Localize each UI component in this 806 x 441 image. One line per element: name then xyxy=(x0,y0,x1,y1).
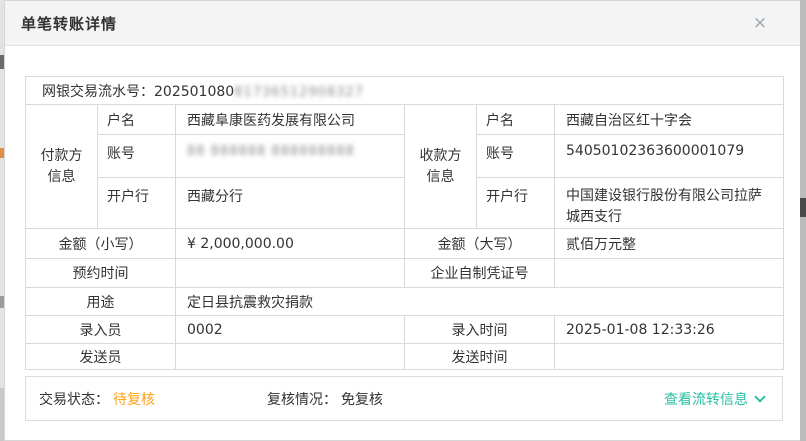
background-artifact xyxy=(0,296,4,308)
background-artifact xyxy=(0,388,4,441)
review-status-value: 免复核 xyxy=(341,391,383,408)
review-status: 复核情况： 免复核 xyxy=(267,389,383,409)
voucher-no-value xyxy=(553,258,785,288)
entry-clerk-label: 录入员 xyxy=(25,315,176,344)
transaction-status: 交易状态： 待复核 xyxy=(39,389,155,409)
payer-account-value-redacted: 88 888888 888888888 xyxy=(175,134,405,178)
amount-words-label: 金额（大写） xyxy=(404,228,555,259)
amount-figures-label: 金额（小写） xyxy=(25,228,176,259)
send-time-value xyxy=(553,343,785,370)
send-time-label: 发送时间 xyxy=(404,343,555,370)
payer-account-label: 账号 xyxy=(97,134,176,178)
payer-group-label: 付款方信息 xyxy=(25,104,98,229)
table-row: 开户行 西藏分行 开户行 中国建设银行股份有限公司拉萨城西支行 xyxy=(26,177,785,229)
entry-clerk-value: 0002 xyxy=(175,315,405,344)
payee-account-label: 账号 xyxy=(476,134,555,178)
background-artifact xyxy=(0,148,4,158)
purpose-value: 定日县抗震救灾捐款 xyxy=(174,287,785,316)
payee-bank-value: 中国建设银行股份有限公司拉萨城西支行 xyxy=(553,177,785,229)
reserve-time-value xyxy=(175,258,405,288)
payee-account-value: 54050102363600001079 xyxy=(553,134,785,178)
payer-bank-label: 开户行 xyxy=(97,177,176,229)
transaction-status-label: 交易状态： xyxy=(39,391,109,408)
table-row: 金额（小写） ¥ 2,000,000.00 金额（大写） 贰佰万元整 xyxy=(25,228,785,259)
scrollbar[interactable] xyxy=(800,0,806,441)
background-artifact xyxy=(0,55,4,69)
payee-name-label: 户名 xyxy=(476,104,555,135)
view-flow-info-label: 查看流转信息 xyxy=(664,391,748,408)
chevron-down-icon xyxy=(754,390,766,403)
background-page-sliver xyxy=(0,0,4,441)
amount-figures-value: ¥ 2,000,000.00 xyxy=(175,228,405,259)
sender-label: 发送员 xyxy=(25,343,176,370)
scrollbar-thumb[interactable] xyxy=(800,198,806,217)
dialog-header: 单笔转账详情 × xyxy=(5,1,801,46)
serial-number-label: 网银交易流水号： xyxy=(42,83,154,100)
transfer-detail-table: 网银交易流水号：20250108081736512908327 付款方信息 户名… xyxy=(24,76,785,370)
serial-number-visible: 202501080 xyxy=(154,83,235,100)
payer-name-value: 西藏阜康医药发展有限公司 xyxy=(175,104,405,135)
page-title: 单笔转账详情 xyxy=(21,14,118,33)
entry-time-label: 录入时间 xyxy=(404,315,555,344)
voucher-no-label: 企业自制凭证号 xyxy=(404,258,555,288)
payee-bank-label: 开户行 xyxy=(476,177,555,229)
view-flow-info-link[interactable]: 查看流转信息 xyxy=(664,389,766,409)
table-row: 预约时间 企业自制凭证号 xyxy=(25,258,785,288)
payee-bank-text: 中国建设银行股份有限公司拉萨城西支行 xyxy=(566,188,762,225)
purpose-label: 用途 xyxy=(25,287,176,316)
serial-number-redacted: 81736512908327 xyxy=(234,84,364,100)
table-row: 用途 定日县抗震救灾捐款 xyxy=(25,287,785,316)
payee-name-value: 西藏自治区红十字会 xyxy=(553,104,785,135)
table-row: 网银交易流水号：20250108081736512908327 xyxy=(24,76,785,105)
serial-number-cell: 网银交易流水号：20250108081736512908327 xyxy=(24,76,785,105)
transaction-status-value: 待复核 xyxy=(113,391,155,408)
status-bar: 交易状态： 待复核 复核情况： 免复核 查看流转信息 xyxy=(25,376,783,421)
review-status-label: 复核情况： xyxy=(267,391,337,408)
payer-name-label: 户名 xyxy=(97,104,176,135)
amount-words-value: 贰佰万元整 xyxy=(553,228,785,259)
table-row: 发送员 发送时间 xyxy=(25,343,785,370)
table-row: 付款方信息 户名 西藏阜康医药发展有限公司 收款方信息 户名 西藏自治区红十字会 xyxy=(25,104,785,229)
reserve-time-label: 预约时间 xyxy=(25,258,176,288)
table-row: 录入员 0002 录入时间 2025-01-08 12:33:26 xyxy=(25,315,785,344)
payee-group-label: 收款方信息 xyxy=(404,104,477,229)
transfer-detail-dialog: 单笔转账详情 × 网银交易流水号：20250108081736512908327… xyxy=(4,0,801,441)
entry-time-value: 2025-01-08 12:33:26 xyxy=(553,315,785,344)
payer-bank-value: 西藏分行 xyxy=(175,177,405,229)
table-row: 账号 88 888888 888888888 账号 54050102363600… xyxy=(26,134,785,178)
close-icon[interactable]: × xyxy=(752,13,768,33)
redacted-text: 88 888888 888888888 xyxy=(187,144,355,159)
sender-value xyxy=(175,343,405,370)
